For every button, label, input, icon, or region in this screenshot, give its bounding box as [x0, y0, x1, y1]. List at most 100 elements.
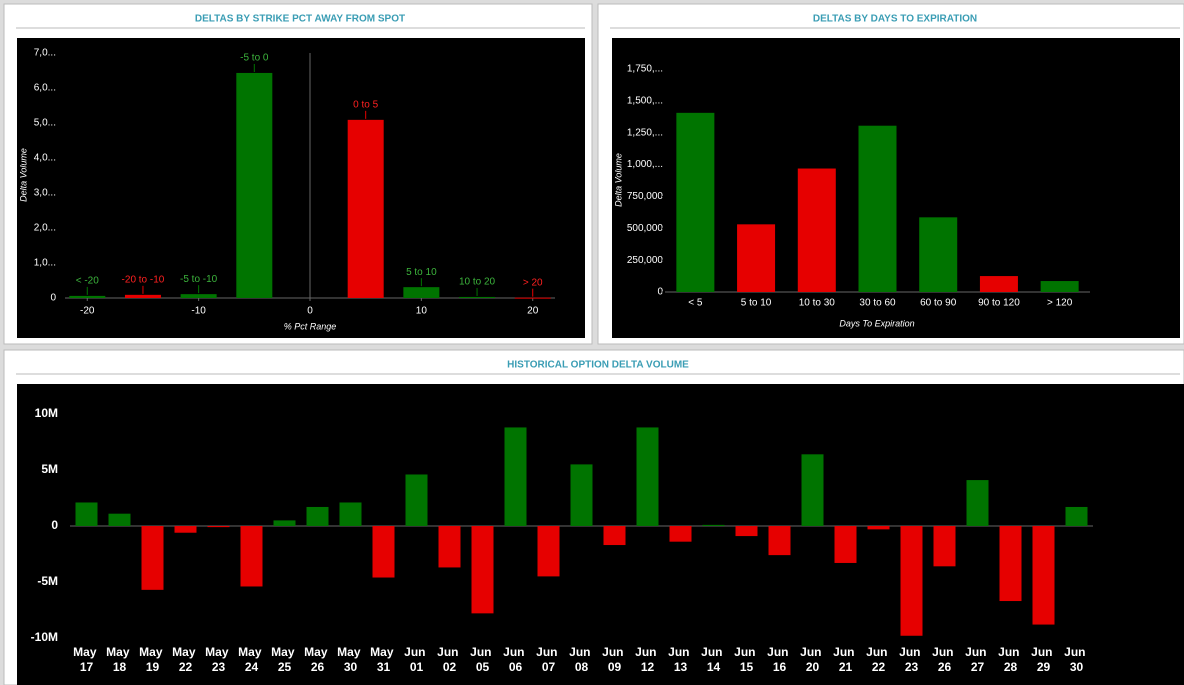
bar: [236, 72, 273, 298]
y-tick-label: 3,0...: [34, 188, 56, 199]
x-tick-label: 0: [307, 306, 313, 317]
x-tick-label: Jun 07: [536, 645, 561, 674]
y-tick-label: 250,000: [627, 255, 664, 266]
x-tick-label: Jun 27: [965, 645, 990, 674]
bar: [339, 502, 362, 526]
bar: [471, 526, 494, 614]
bar: [306, 506, 329, 526]
x-tick-label: Jun 14: [701, 645, 726, 674]
bar: [834, 526, 857, 563]
data-label: -5 to 0: [240, 53, 269, 64]
x-tick-label: 90 to 120: [978, 298, 1020, 309]
y-tick-label: 0: [50, 293, 56, 304]
y-tick-label: 1,750,...: [627, 64, 663, 75]
bar: [347, 119, 384, 298]
y-tick-label: -5M: [37, 574, 58, 588]
y-tick-label: 5,0...: [34, 118, 56, 129]
bar: [979, 276, 1018, 292]
y-tick-label: 5M: [41, 462, 58, 476]
y-tick-label: 1,500,...: [627, 95, 663, 106]
x-tick-label: Jun 29: [1031, 645, 1056, 674]
bar: [207, 526, 230, 528]
data-label: -5 to -10: [180, 274, 218, 285]
x-tick-label: May 26: [304, 645, 331, 674]
bar: [273, 520, 296, 526]
bar: [108, 513, 131, 526]
y-axis-label: Delta Volume: [613, 153, 623, 207]
y-tick-label: 1,0...: [34, 258, 56, 269]
bar: [459, 296, 496, 298]
bar: [240, 526, 263, 587]
x-tick-label: < 5: [688, 298, 703, 309]
x-tick-label: Jun 16: [767, 645, 792, 674]
x-tick-label: 10 to 30: [799, 298, 836, 309]
data-label: < -20: [76, 276, 100, 287]
bar: [702, 524, 725, 526]
y-tick-label: 10M: [35, 406, 58, 420]
bar: [735, 526, 758, 537]
y-tick-label: -10M: [31, 630, 58, 644]
bar: [737, 224, 776, 292]
bar: [124, 294, 161, 298]
data-label: 5 to 10: [406, 267, 437, 278]
bar: [797, 168, 836, 292]
bar: [801, 454, 824, 526]
x-tick-label: Jun 23: [899, 645, 924, 674]
x-tick-label: Jun 05: [470, 645, 495, 674]
data-label: > 20: [523, 277, 543, 288]
x-tick-label: -20: [80, 306, 95, 317]
x-tick-label: Jun 06: [503, 645, 528, 674]
x-tick-label: 60 to 90: [920, 298, 957, 309]
x-tick-label: May 23: [205, 645, 232, 674]
x-tick-label: Jun 28: [998, 645, 1023, 674]
bar: [537, 526, 560, 577]
plot-area: [17, 384, 1184, 685]
bar: [768, 526, 791, 556]
bar: [69, 295, 106, 298]
x-tick-label: May 22: [172, 645, 199, 674]
bar: [933, 526, 956, 567]
x-tick-label: May 24: [238, 645, 265, 674]
bar: [919, 217, 958, 292]
x-tick-label: May 25: [271, 645, 298, 674]
bar: [1040, 281, 1079, 292]
x-tick-label: Jun 30: [1064, 645, 1089, 674]
x-tick-label: 10: [416, 306, 428, 317]
bar: [504, 427, 527, 526]
panel-title: HISTORICAL OPTION DELTA VOLUME: [507, 360, 689, 371]
bar: [174, 526, 197, 533]
bar: [676, 112, 715, 293]
data-label: 0 to 5: [353, 99, 378, 110]
bar: [438, 526, 461, 568]
x-tick-label: Jun 13: [668, 645, 693, 674]
x-axis-label: Days To Expiration: [839, 318, 914, 328]
bar: [867, 526, 890, 530]
x-tick-label: May 18: [106, 645, 133, 674]
x-tick-label: Jun 21: [833, 645, 858, 674]
bar: [999, 526, 1022, 602]
x-tick-label: Jun 02: [437, 645, 462, 674]
bar: [669, 526, 692, 542]
y-tick-label: 0: [51, 518, 58, 532]
plot-area: [17, 38, 585, 338]
data-label: 10 to 20: [459, 277, 496, 288]
x-tick-label: -10: [191, 306, 206, 317]
bar: [141, 526, 164, 590]
bar: [858, 125, 897, 292]
bar: [570, 464, 593, 526]
bar: [405, 474, 428, 526]
bar: [966, 480, 989, 526]
x-tick-label: 20: [527, 306, 539, 317]
panel-title: DELTAS BY STRIKE PCT AWAY FROM SPOT: [195, 14, 405, 25]
bar: [1032, 526, 1055, 625]
x-tick-label: May 17: [73, 645, 100, 674]
y-tick-label: 4,0...: [34, 153, 56, 164]
x-tick-label: Jun 09: [602, 645, 627, 674]
y-tick-label: 1,000,...: [627, 159, 663, 170]
x-tick-label: Jun 15: [734, 645, 759, 674]
x-tick-label: Jun 01: [404, 645, 429, 674]
x-tick-label: > 120: [1047, 298, 1073, 309]
y-axis-label: Delta Volume: [18, 148, 28, 202]
